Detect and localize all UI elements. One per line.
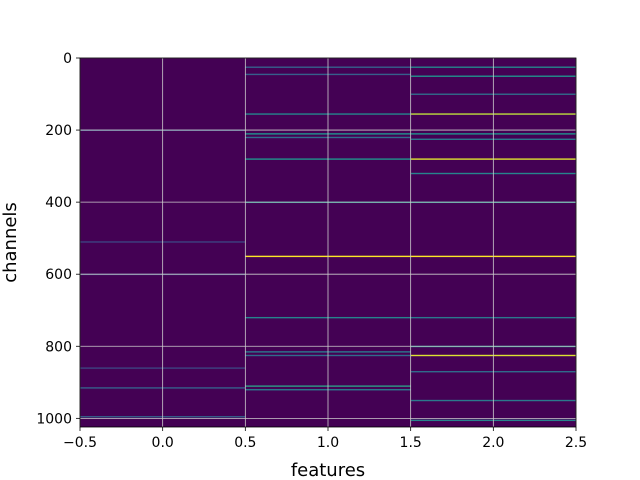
x-tick-label: 1.5 — [400, 435, 422, 451]
y-tick-label: 400 — [45, 195, 72, 211]
x-axis: −0.5 0.0 0.5 1.0 1.5 2.0 2.5 — [63, 427, 587, 451]
x-tick-label: −0.5 — [63, 435, 97, 451]
x-tick-label: 0.5 — [234, 435, 256, 451]
y-axis-label: channels — [0, 202, 21, 283]
y-axis: 0 200 400 600 800 1000 — [36, 51, 80, 427]
y-tick-label: 800 — [45, 339, 72, 355]
y-tick-label: 600 — [45, 267, 72, 283]
y-tick-label: 0 — [63, 51, 72, 67]
x-tick-label: 2.0 — [482, 435, 504, 451]
x-axis-label: features — [291, 460, 365, 480]
y-tick-label: 1000 — [36, 411, 72, 427]
y-tick-label: 200 — [45, 123, 72, 139]
x-tick-label: 0.0 — [152, 435, 174, 451]
x-tick-label: 2.5 — [565, 435, 587, 451]
x-tick-label: 1.0 — [317, 435, 339, 451]
